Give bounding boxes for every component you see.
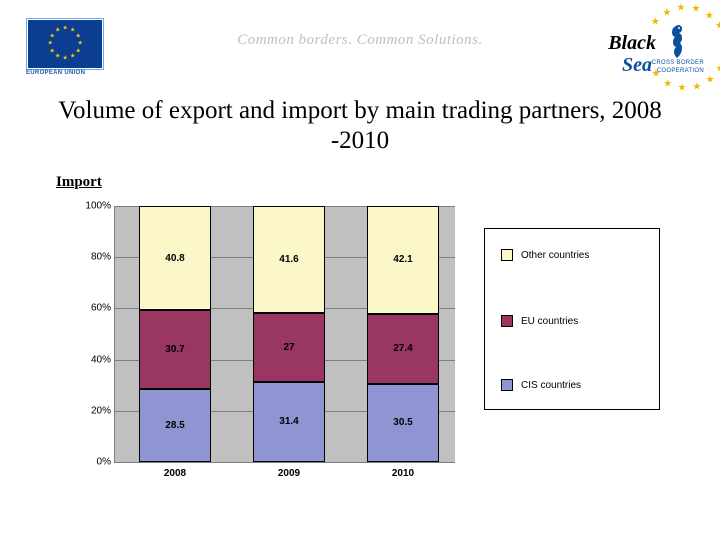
chart-ytick: 20% — [63, 405, 115, 416]
seahorse-icon — [664, 22, 686, 62]
logo-star-icon: ★ — [651, 17, 660, 28]
chart-xtick: 2009 — [278, 462, 300, 479]
logo-star-icon: ★ — [692, 81, 701, 92]
chart-xtick: 2008 — [164, 462, 186, 479]
subhead-import: Import — [56, 174, 102, 191]
eu-flag-caption: EUROPEAN UNION — [26, 70, 85, 76]
blacksea-word-black: Black — [608, 32, 656, 55]
header: ★★★★★★★★★★★★ EUROPEAN UNION Common borde… — [0, 14, 720, 78]
chart-segment-eu: 27.4 — [367, 314, 439, 384]
legend-swatch-icon — [501, 379, 513, 391]
logo-star-icon: ★ — [691, 4, 700, 15]
logo-star-icon: ★ — [705, 10, 714, 21]
logo-star-icon: ★ — [677, 3, 686, 14]
legend-label: Other countries — [521, 250, 589, 261]
legend-row: Other countries — [501, 249, 589, 261]
chart-ytick: 60% — [63, 303, 115, 314]
eu-star-icon: ★ — [75, 49, 80, 54]
logo-star-icon: ★ — [662, 7, 671, 18]
logo-star-icon: ★ — [678, 82, 687, 93]
eu-star-icon: ★ — [63, 27, 68, 32]
legend-label: EU countries — [521, 316, 578, 327]
chart-plot-area: 0%20%40%60%80%100%28.530.740.8200831.427… — [114, 206, 455, 463]
eu-star-icon: ★ — [63, 57, 68, 62]
chart-legend: Other countries EU countries CIS countries — [484, 228, 660, 410]
chart-segment-cis: 30.5 — [367, 384, 439, 462]
chart-segment-eu: 30.7 — [139, 310, 211, 389]
chart-segment-other: 42.1 — [367, 206, 439, 314]
chart-container: 0%20%40%60%80%100%28.530.740.8200831.427… — [62, 198, 660, 496]
blacksea-logo: Black Sea CROSS BORDER COOPERATION ★★★★★… — [568, 14, 708, 104]
chart-segment-other: 40.8 — [139, 206, 211, 310]
chart-bar: 30.527.442.1 — [367, 206, 439, 462]
chart-xtick: 2010 — [392, 462, 414, 479]
eu-star-icon: ★ — [70, 54, 75, 59]
logo-star-icon: ★ — [716, 63, 720, 74]
logo-star-icon: ★ — [652, 69, 661, 80]
logo-star-icon: ★ — [706, 74, 715, 85]
chart-segment-other: 41.6 — [253, 206, 325, 312]
blacksea-tag2: COOPERATION — [657, 68, 704, 74]
page-title: Volume of export and import by main trad… — [50, 96, 670, 156]
legend-row: EU countries — [501, 315, 578, 327]
legend-swatch-icon — [501, 315, 513, 327]
blacksea-word-sea: Sea — [622, 54, 652, 77]
chart-segment-eu: 27 — [253, 313, 325, 382]
legend-row: CIS countries — [501, 379, 581, 391]
chart-ytick: 100% — [63, 201, 115, 212]
legend-swatch-icon — [501, 249, 513, 261]
legend-label: CIS countries — [521, 380, 581, 391]
eu-star-icon: ★ — [55, 54, 60, 59]
chart-bar: 31.42741.6 — [253, 206, 325, 462]
chart-segment-cis: 31.4 — [253, 382, 325, 462]
chart-segment-cis: 28.5 — [139, 389, 211, 462]
chart-ytick: 80% — [63, 252, 115, 263]
chart-bar: 28.530.740.8 — [139, 206, 211, 462]
eu-star-icon: ★ — [50, 49, 55, 54]
chart-ytick: 40% — [63, 354, 115, 365]
logo-star-icon: ★ — [715, 21, 720, 32]
logo-star-icon: ★ — [663, 78, 672, 89]
chart-ytick: 0% — [63, 457, 115, 468]
